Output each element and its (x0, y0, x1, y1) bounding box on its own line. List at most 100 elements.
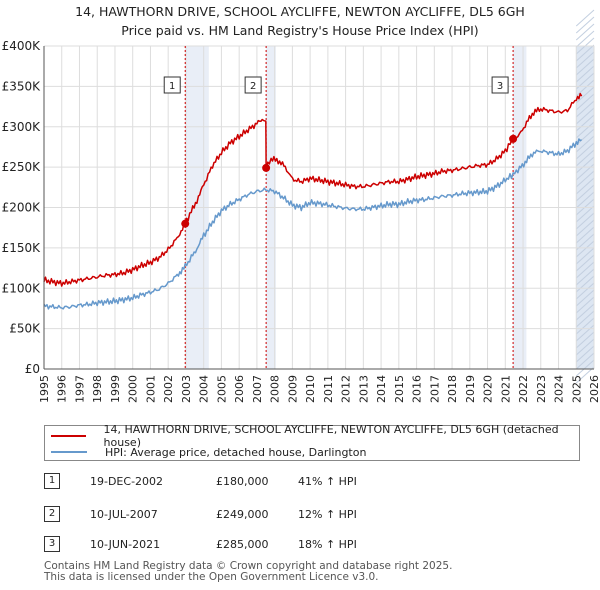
sale-badge: 1 (44, 473, 60, 489)
x-tick-label: 2019 (464, 375, 477, 403)
sale-marker-box (244, 76, 262, 94)
y-tick-label: £200K (2, 201, 42, 215)
future-hatch (575, 79, 595, 97)
future-hatch (575, 345, 595, 363)
legend-item-hpi: HPI: Average price, detached house, Darl… (51, 444, 366, 460)
x-tick-label: 2004 (198, 375, 211, 403)
sale-marker-label: 3 (497, 81, 503, 92)
future-hatch (575, 275, 595, 293)
y-tick-label: £100K (2, 281, 42, 295)
x-tick-labels: 1995 1996 1997 1998 1999 2000 2001 2002 2003 2004… (38, 375, 600, 403)
x-tick-label: 2015 (393, 375, 406, 403)
future-hatch (575, 44, 595, 62)
sale-price: £285,000 (216, 538, 269, 551)
y-tick-label: £150K (2, 241, 42, 255)
y-tick-label: £300K (2, 120, 42, 134)
hpi-line (43, 138, 583, 310)
sale-marker-label: 2 (250, 81, 256, 92)
x-tick-label: 2025 (570, 375, 583, 403)
y-tick-label: £250K (2, 160, 42, 174)
x-tick-label: 2010 (304, 375, 317, 403)
sale-vertical-lines (184, 46, 514, 369)
sale-markers: 1 2 3 (163, 76, 509, 94)
y-tick-label: £350K (2, 79, 42, 93)
future-hatch (575, 331, 595, 349)
sale-marker: 2 (244, 76, 262, 94)
future-hatch (575, 254, 595, 272)
x-tick-label: 2008 (269, 375, 282, 403)
x-tick-label: 1996 (56, 375, 69, 403)
x-tick-label: 2021 (499, 375, 512, 403)
y-tick-label: £400K (2, 39, 42, 53)
future-hatch (575, 240, 595, 258)
future-hatch (575, 142, 595, 160)
sale-badge: 3 (44, 536, 60, 552)
future-hatch (575, 58, 595, 76)
future-hatch (575, 16, 595, 34)
future-hatch (575, 51, 595, 69)
legend-item-price-paid: 14, HAWTHORN DRIVE, SCHOOL AYCLIFFE, NEW… (51, 423, 579, 449)
sale-marker: 3 (491, 76, 509, 94)
future-hatch (575, 65, 595, 83)
price-paid-line (43, 92, 583, 287)
future-hatch (575, 352, 595, 370)
future-hatch (575, 338, 595, 356)
x-tick-label: 2018 (446, 375, 459, 403)
future-hatch (575, 205, 595, 223)
chart-title: 14, HAWTHORN DRIVE, SCHOOL AYCLIFFE, NEW… (0, 2, 600, 40)
future-hatch (575, 303, 595, 321)
y-tick-label: £50K (9, 322, 41, 336)
grid-lines (43, 45, 595, 370)
sale-date: 10-JUL-2007 (90, 508, 158, 521)
future-hatch (575, 135, 595, 153)
sale-badge: 2 (44, 506, 60, 522)
chart-title-line1: 14, HAWTHORN DRIVE, SCHOOL AYCLIFFE, NEW… (75, 4, 525, 19)
x-tick-label: 2016 (411, 375, 424, 403)
future-hatch (575, 86, 595, 104)
axes (43, 46, 594, 370)
future-hatch (575, 247, 595, 265)
future-hatch (575, 184, 595, 202)
sale-row: 1 19-DEC-2002 £180,000 41% ↑ HPI (44, 473, 464, 491)
sale-hpi-diff: 41% ↑ HPI (298, 475, 357, 488)
x-tick-label: 2002 (162, 375, 175, 403)
legend-label-price-paid: 14, HAWTHORN DRIVE, SCHOOL AYCLIFFE, NEW… (103, 423, 559, 449)
sale-marker: 1 (163, 76, 181, 94)
future-hatch (575, 282, 595, 300)
sale-date: 19-DEC-2002 (90, 475, 164, 488)
x-tick-label: 2007 (251, 375, 264, 403)
x-tick-label: 2024 (553, 375, 566, 403)
x-tick-label: 2006 (233, 375, 246, 403)
x-tick-label: 2014 (375, 375, 388, 403)
sale-date: 10-JUN-2021 (90, 538, 161, 551)
x-tick-label: 2005 (215, 375, 228, 403)
future-hatch (575, 107, 595, 125)
legend: 14, HAWTHORN DRIVE, SCHOOL AYCLIFFE, NEW… (44, 423, 580, 461)
sale-row: 2 10-JUL-2007 £249,000 12% ↑ HPI (44, 506, 464, 524)
x-tick-label: 2017 (428, 375, 441, 403)
x-tick-label: 1997 (73, 375, 86, 403)
sale-price: £180,000 (216, 475, 269, 488)
future-hatch (575, 359, 595, 377)
x-tick-label: 2001 (144, 375, 157, 403)
x-tick-label: 1995 (38, 375, 51, 403)
x-tick-label: 1998 (91, 375, 104, 403)
future-hatch (575, 23, 595, 41)
sale-point (262, 163, 271, 172)
future-hatch (575, 317, 595, 335)
future-hatch (575, 289, 595, 307)
sale-hpi-diff: 12% ↑ HPI (298, 508, 357, 521)
sale-marker-label: 1 (169, 81, 175, 92)
future-hatch (575, 226, 595, 244)
chart-title-line2: Price paid vs. HM Land Registry's House … (121, 23, 479, 38)
sale-point (509, 134, 518, 143)
legend-red-line (51, 435, 86, 437)
footer-line2: This data is licensed under the Open Gov… (44, 571, 379, 583)
footer-line1: Contains HM Land Registry data © Crown c… (44, 560, 453, 572)
future-hatch (575, 191, 595, 209)
future-hatch (575, 261, 595, 279)
sale-marker-box (163, 76, 181, 94)
sale-points (181, 134, 518, 228)
future-hatch (575, 121, 595, 139)
series-lines (43, 92, 583, 310)
